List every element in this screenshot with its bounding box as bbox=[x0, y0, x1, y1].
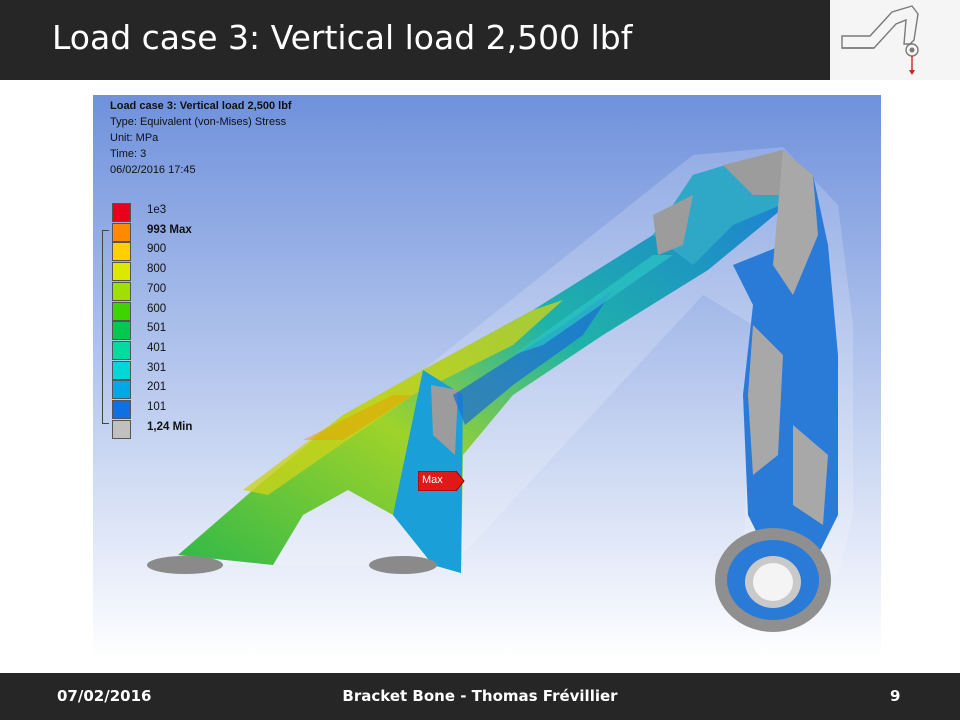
legend-label: 900 bbox=[147, 243, 167, 256]
bracket-thumbnail-icon bbox=[841, 5, 919, 75]
info-type: Type: Equivalent (von-Mises) Stress bbox=[110, 116, 287, 128]
legend-swatch bbox=[112, 340, 131, 360]
info-title: Load case 3: Vertical load 2,500 lbf bbox=[110, 100, 292, 112]
legend-swatch bbox=[112, 419, 131, 439]
title-bar: Load case 3: Vertical load 2,500 lbf bbox=[0, 0, 830, 80]
legend-swatch bbox=[112, 222, 131, 242]
legend-swatch bbox=[112, 380, 131, 400]
max-marker: Max bbox=[417, 470, 465, 492]
fea-result-viewport[interactable]: Load case 3: Vertical load 2,500 lbf Typ… bbox=[93, 95, 881, 660]
legend-swatch bbox=[112, 400, 131, 419]
legend-swatch bbox=[112, 262, 131, 282]
page-number: 9 bbox=[890, 687, 901, 705]
legend-label: 501 bbox=[147, 322, 167, 335]
bracket-thumbnail bbox=[830, 0, 960, 80]
footer-bar: 07/02/2016 Bracket Bone - Thomas Frévill… bbox=[0, 673, 960, 720]
info-unit: Unit: MPa bbox=[110, 132, 159, 144]
stress-plot-render bbox=[93, 95, 881, 660]
legend-label: 401 bbox=[147, 341, 167, 354]
legend-label: 201 bbox=[147, 381, 167, 394]
legend-swatch bbox=[112, 242, 131, 262]
footer-date: 07/02/2016 bbox=[57, 687, 152, 705]
max-marker-label: Max bbox=[422, 474, 443, 486]
legend-swatch bbox=[112, 281, 131, 301]
legend-label: 101 bbox=[147, 401, 167, 413]
info-time: Time: 3 bbox=[110, 148, 147, 160]
legend-label: 800 bbox=[147, 263, 167, 276]
stress-legend: 1e3 993 Max 900 800 700 600 501 401 301 201 101 1,2… bbox=[100, 203, 260, 443]
legend-swatch bbox=[112, 321, 131, 341]
legend-swatch bbox=[112, 301, 131, 321]
legend-label: 1e3 bbox=[147, 204, 167, 216]
footer-title: Bracket Bone - Thomas Frévillier bbox=[342, 687, 618, 705]
max-marker-flag bbox=[417, 470, 465, 492]
legend-label: 1,24 Min bbox=[147, 420, 193, 433]
legend-label: 700 bbox=[147, 282, 167, 295]
legend-label: 993 Max bbox=[147, 223, 192, 236]
legend-bracket bbox=[102, 230, 109, 424]
info-timestamp: 06/02/2016 17:45 bbox=[110, 164, 196, 176]
slide-title: Load case 3: Vertical load 2,500 lbf bbox=[52, 18, 633, 57]
legend-swatch bbox=[112, 203, 131, 222]
legend-swatch bbox=[112, 360, 131, 380]
legend-label: 600 bbox=[147, 302, 167, 315]
legend-label: 301 bbox=[147, 361, 167, 374]
result-info: Load case 3: Vertical load 2,500 lbf Typ… bbox=[110, 98, 292, 178]
